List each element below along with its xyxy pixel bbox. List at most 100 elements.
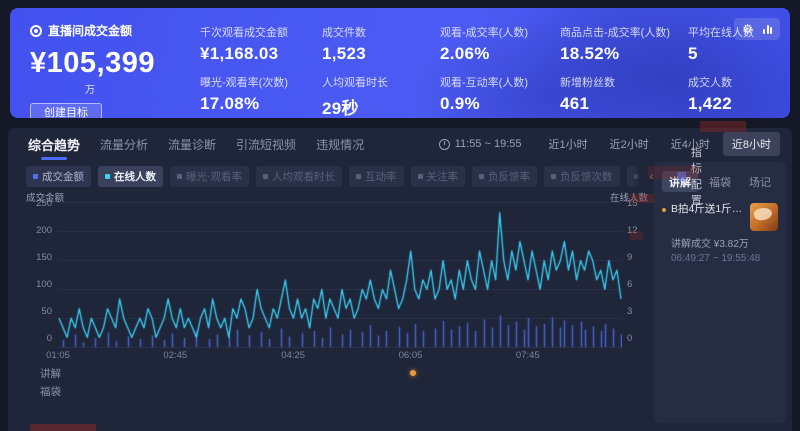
side-panel-tabs: 讲解 福袋 场记 [662, 171, 778, 192]
clock-icon [438, 138, 450, 150]
legend-dot [177, 173, 182, 179]
metric-config-button[interactable]: ▦ 指标配置 [676, 147, 702, 207]
chips-prev-arrow[interactable]: ‹ [649, 169, 654, 183]
grid-icon: ▦ [676, 169, 687, 182]
metric-card: 成交件数 1,523 [322, 24, 440, 68]
tab-short-video[interactable]: 引流短视频 [236, 137, 297, 152]
metric-value: 0.9% [440, 94, 480, 113]
metric-card: 观看-成交率(人数) 2.06% [440, 24, 560, 68]
chip-negative-feedback-rate[interactable]: 负反馈率 [472, 165, 537, 187]
metric-label: 千次观看成交金额 [200, 27, 288, 39]
metric-value: 18.52% [560, 44, 620, 63]
range-1h-button[interactable]: 近1小时 [548, 139, 588, 151]
time-range-text: 11:55 ~ 19:55 [454, 138, 522, 150]
primary-metric-label: 直播间成交金额 [48, 24, 133, 38]
metric-label: 曝光-观看率(次数) [200, 77, 288, 89]
metric-card: 曝光-观看率(次数) 17.08% [200, 74, 322, 118]
explain-marker-row: 讲解 [26, 365, 648, 381]
panel-tab-log[interactable]: 场记 [749, 176, 771, 189]
metric-card: 成交人数 1,422 [688, 74, 790, 118]
legend-chips: 成交金额 在线人数 曝光-观看率 人均观看时长 互动率 关注率 负反馈率 负反馈… [26, 147, 702, 207]
metric-value: 1,523 [322, 44, 367, 63]
legend-dot [479, 173, 484, 179]
chip-interaction-rate[interactable]: 互动率 [349, 165, 404, 187]
explain-time-range: 06:49:27 ~ 19:55:48 [671, 253, 761, 264]
lucky-bag-marker-track [58, 383, 622, 399]
target-icon [30, 24, 42, 37]
gear-icon[interactable]: ⚙ [742, 22, 753, 36]
right-axis-ticks: 15 12 9 6 3 0 [627, 198, 638, 344]
metric-value: 17.08% [200, 94, 260, 113]
explain-marker-track [58, 365, 622, 381]
legend-dot [417, 173, 423, 179]
metric-label: 观看-互动率(人数) [440, 77, 528, 89]
metric-card: 观看-互动率(人数) 0.9% [440, 74, 560, 118]
metric-label: 平均在线人数 [688, 27, 754, 39]
metric-grid: 千次观看成交金额 ¥1,168.03 成交件数 1,523 观看-成交率(人数)… [200, 24, 790, 118]
explain-deal-amount: 讲解成交 ¥3.82万 [671, 239, 749, 250]
metric-card: 新增粉丝数 461 [560, 74, 688, 118]
legend-dot [551, 173, 556, 179]
trend-plot[interactable] [58, 202, 622, 348]
legend-dot [263, 173, 268, 179]
chip-exposure-view-rate[interactable]: 曝光-观看率 [170, 165, 249, 187]
explain-marker-dot[interactable] [410, 370, 417, 376]
metric-label: 商品点击-成交率(人数) [560, 27, 670, 39]
explain-side-panel: 讲解 福袋 场记 B拍4斤送1斤共35-4... 讲解成交 ¥3.82万 06:… [654, 162, 786, 423]
chart-area: 成交金额 在线人数 曝光-观看率 人均观看时长 互动率 关注率 负反馈率 负反馈… [8, 147, 702, 423]
metric-value: 2.06% [440, 44, 490, 63]
trend-section: 综合趋势 流量分析 流量诊断 引流短视频 违规情况 11:55 ~ 19:55 … [8, 128, 792, 431]
legend-dot [105, 173, 110, 179]
metric-card: 平均在线人数 5 [688, 24, 790, 68]
chip-gmv[interactable]: 成交金额 [26, 165, 91, 187]
metric-label: 成交人数 [688, 77, 732, 89]
metric-value: 29秒 [322, 99, 359, 118]
metric-card: 人均观看时长 29秒 [322, 74, 440, 118]
explain-row-label: 讲解 [40, 367, 61, 380]
primary-metric-unit: 万 [85, 85, 95, 96]
range-2h-button[interactable]: 近2小时 [609, 139, 649, 151]
tab-traffic-diagnosis[interactable]: 流量诊断 [168, 137, 217, 152]
time-range-display: 11:55 ~ 19:55 [438, 138, 522, 150]
product-thumbnail [750, 203, 778, 231]
metric-value: ¥1,168.03 [200, 44, 279, 63]
primary-metric-value: ¥105,399 [30, 47, 155, 79]
explain-list-item[interactable]: B拍4斤送1斤共35-4... 讲解成交 ¥3.82万 06:49:27 ~ 1… [662, 203, 778, 264]
panel-tab-lucky-bag[interactable]: 福袋 [709, 176, 731, 189]
panel-tab-explain[interactable]: 讲解 [662, 171, 698, 192]
metric-card: 千次观看成交金额 ¥1,168.03 [200, 24, 322, 68]
chip-follow-rate[interactable]: 关注率 [410, 165, 465, 187]
tab-overall-trend[interactable]: 综合趋势 [28, 129, 80, 160]
banner-toolbar: ⚙ [734, 18, 780, 40]
left-axis-title: 成交金额 [26, 193, 65, 204]
chip-online-users[interactable]: 在线人数 [98, 165, 163, 187]
metric-label: 人均观看时长 [322, 77, 388, 89]
create-goal-button[interactable]: 创建目标 [30, 103, 102, 118]
metric-label: 成交件数 [322, 27, 366, 39]
legend-dot [33, 173, 38, 179]
tab-traffic-analysis[interactable]: 流量分析 [100, 137, 149, 152]
chip-per-mille-gmv[interactable]: 千次观看成交金额 [626, 165, 641, 187]
tab-violations[interactable]: 违规情况 [316, 137, 365, 152]
metric-value: 1,422 [688, 94, 733, 113]
legend-dot [633, 173, 639, 179]
lucky-bag-row-label: 福袋 [40, 385, 61, 398]
metric-label: 新增粉丝数 [560, 77, 615, 89]
trend-canvas[interactable] [58, 202, 622, 348]
x-axis-labels: 01:05 02:45 04:25 06:05 07:45 [46, 350, 540, 361]
metric-value: 461 [560, 94, 590, 113]
primary-metric: 直播间成交金额 ¥105,399 万 创建目标 [30, 22, 188, 118]
left-axis-ticks: 250 200 150 100 50 0 [36, 198, 52, 344]
right-axis-title: 在线人数 [609, 193, 648, 204]
summary-banner: ⚙ 直播间成交金额 ¥105,399 万 创建目标 千次观看成交金额 ¥1,16… [10, 8, 790, 118]
bullet-icon [662, 208, 666, 212]
chart-icon[interactable] [763, 24, 772, 34]
range-8h-button[interactable]: 近8小时 [722, 132, 780, 156]
chip-avg-watch-time[interactable]: 人均观看时长 [256, 165, 342, 187]
lucky-bag-marker-row: 福袋 [26, 383, 648, 399]
range-4h-button[interactable]: 近4小时 [670, 139, 710, 151]
metric-value: 5 [688, 44, 698, 63]
chip-negative-feedback-count[interactable]: 负反馈次数 [544, 165, 620, 187]
legend-dot [356, 173, 361, 179]
metric-card: 商品点击-成交率(人数) 18.52% [560, 24, 688, 68]
